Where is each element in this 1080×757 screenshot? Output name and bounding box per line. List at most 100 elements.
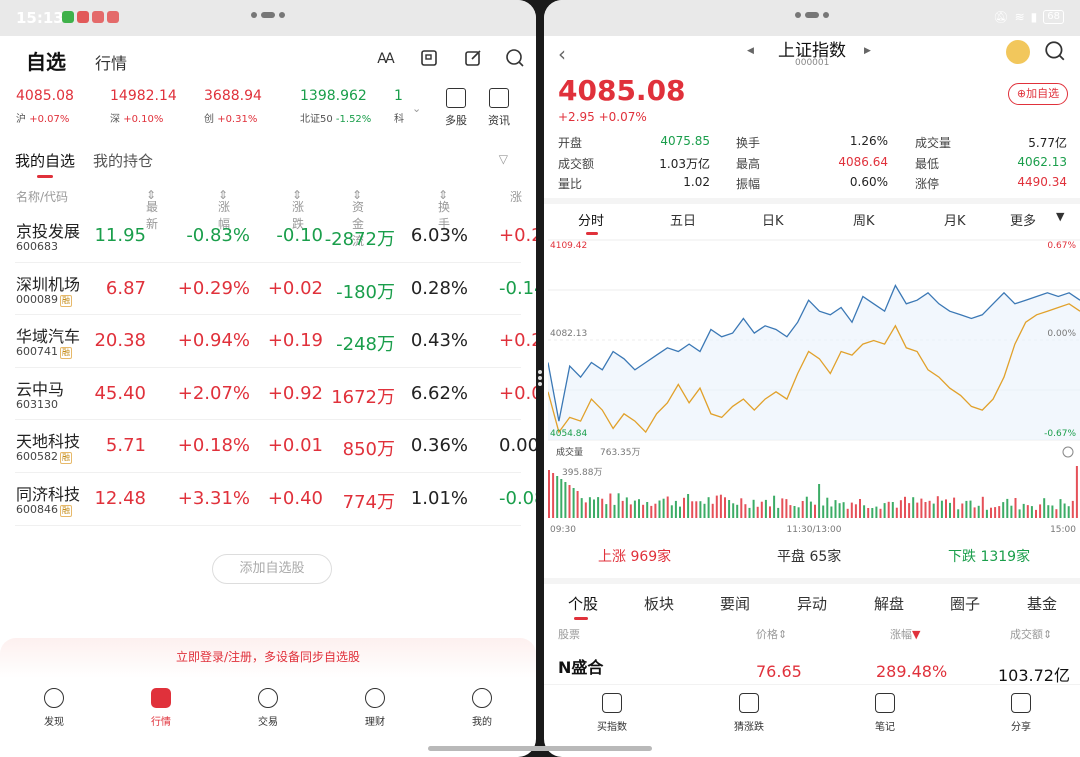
caret-down-icon[interactable]: ▼ (1056, 210, 1065, 223)
detail-tab[interactable]: 圈子 (950, 595, 981, 613)
margin-badge: 融 (60, 294, 72, 307)
news-button[interactable]: 资讯 (481, 88, 517, 128)
cell-chg: +0.02 (267, 277, 323, 299)
detail-bottom-nav: 买指数 猜涨跌 笔记 分享 (544, 684, 1080, 744)
index-sz[interactable]: 14982.14 深 +0.10% (110, 88, 177, 125)
tab-my-holdings[interactable]: 我的持仓 (93, 152, 154, 170)
search-icon[interactable] (1044, 40, 1066, 66)
volume-bar (814, 504, 816, 518)
list-col-pct[interactable]: 涨幅▼ (890, 628, 921, 641)
stock-name: 天地科技 (16, 432, 81, 452)
col-extra[interactable]: 涨 (510, 190, 523, 204)
volume-bar (809, 501, 812, 518)
gear-icon[interactable] (1062, 446, 1074, 458)
col-pct[interactable]: 涨幅 ⇕ (218, 188, 231, 231)
tab-market[interactable]: 行情 (95, 54, 128, 73)
list-col-stock[interactable]: 股票 (558, 628, 580, 641)
period-tab[interactable]: 月K (944, 214, 966, 229)
tab-my-watchlist[interactable]: 我的自选 (15, 152, 76, 178)
period-tab[interactable]: 周K (853, 214, 875, 229)
detail-tab[interactable]: 要闻 (720, 595, 751, 613)
list-stock-name[interactable]: N盛合 (558, 658, 604, 677)
index-code: 000001 (795, 58, 830, 68)
nav-notes[interactable]: 笔记 (855, 693, 915, 733)
next-index-icon[interactable]: ▶ (864, 46, 871, 56)
mascot-icon[interactable] (1006, 40, 1030, 64)
font-size-icon[interactable]: AA (377, 51, 395, 67)
nav-market[interactable]: 行情 (131, 688, 191, 728)
col-turn[interactable]: 换手 ⇕ (438, 188, 451, 231)
index-sh[interactable]: 4085.08 沪 +0.07% (16, 88, 74, 125)
volume-bar (838, 503, 841, 518)
chevron-down-icon[interactable]: ▽ (498, 152, 508, 166)
stock-code: 600683 (16, 240, 58, 253)
period-tab[interactable]: 更多 (1010, 214, 1037, 229)
volume-bar (1075, 466, 1078, 518)
list-col-amount[interactable]: 成交额⇕ (1010, 628, 1053, 641)
nav-trade[interactable]: 交易 (238, 688, 298, 728)
table-row[interactable]: 华域汽车 600741 融 20.38 +0.94% +0.19 -248万 0.43% +0.… (15, 315, 536, 368)
index-title: 上证指数 (778, 41, 846, 61)
volume-bar (683, 497, 685, 518)
cell-turn: 0.43% (410, 330, 468, 352)
col-turn-label: 换手 (438, 200, 451, 231)
nav-me[interactable]: 我的 (452, 688, 512, 728)
window-icon[interactable] (418, 48, 440, 70)
nav-share[interactable]: 分享 (991, 693, 1051, 733)
back-icon[interactable]: ‹ (558, 42, 566, 66)
tab-watchlist[interactable]: 自选 (26, 50, 66, 74)
index-bz50[interactable]: 1398.962 北证50 -1.52% (300, 88, 371, 125)
period-tab[interactable]: 分时 (578, 210, 604, 235)
nav-discover[interactable]: 发现 (24, 688, 84, 728)
stat-value: 4490.34 (1017, 175, 1067, 189)
search-icon[interactable] (504, 48, 526, 70)
detail-tab[interactable]: 个股 (568, 595, 599, 620)
add-stock-button[interactable]: 添加自选股 (212, 554, 332, 584)
nav-wealth[interactable]: 理财 (345, 688, 405, 728)
window-grip-icon[interactable] (795, 12, 829, 18)
volume-bar (1022, 503, 1025, 518)
volume-bar (658, 500, 661, 518)
nav-guess[interactable]: 猜涨跌 (719, 693, 779, 733)
index-cy[interactable]: 3688.94 创 +0.31% (204, 88, 262, 125)
table-row[interactable]: 京投发展 600683 11.95 -0.83% -0.10 -2872万 6.03% +0.… (15, 210, 536, 263)
margin-badge: 融 (60, 504, 72, 517)
col-name[interactable]: 名称/代码 (16, 190, 69, 204)
chevron-down-icon[interactable]: ⌄ (412, 102, 422, 115)
stock-code-text: 000089 (16, 292, 58, 306)
period-tab[interactable]: 五日 (670, 214, 697, 229)
detail-tab[interactable]: 异动 (797, 595, 828, 613)
nav-buy-index[interactable]: 买指数 (582, 693, 642, 733)
detail-tab[interactable]: 基金 (1027, 595, 1058, 613)
table-row[interactable]: 同济科技 600846 融 12.48 +3.31% +0.40 774万 1.01% -0.0… (15, 473, 536, 526)
volume-bar (1059, 499, 1062, 518)
col-chg[interactable]: 涨跌 ⇕ (292, 188, 305, 231)
period-tab[interactable]: 日K (762, 214, 784, 229)
status-bar: 15:13 (0, 0, 536, 36)
volume-bar (953, 497, 956, 518)
cell-price: 45.40 (94, 382, 146, 404)
prev-index-icon[interactable]: ◀ (747, 46, 754, 56)
col-flow[interactable]: 资金流 ⇕ (352, 188, 365, 248)
table-row[interactable]: 天地科技 600582 融 5.71 +0.18% +0.01 850万 0.36% 0.00 (15, 420, 536, 473)
table-row[interactable]: 深圳机场 000089 融 6.87 +0.29% +0.02 -180万 0.28% -0.1… (15, 263, 536, 316)
home-indicator[interactable] (428, 746, 652, 751)
split-handle-icon[interactable] (536, 366, 544, 390)
login-banner[interactable]: 立即登录/注册，多设备同步自选股 (0, 638, 536, 678)
volume-bar (887, 501, 890, 518)
col-price[interactable]: 最新 ⇕ (146, 188, 159, 231)
multi-stock-button[interactable]: 多股 (438, 88, 474, 128)
volume-bar (752, 499, 755, 518)
stock-name: 华域汽车 (16, 327, 81, 347)
stock-code-text: 603130 (16, 397, 58, 411)
detail-tab[interactable]: 板块 (644, 595, 675, 613)
detail-tab[interactable]: 解盘 (874, 595, 905, 613)
index-name: 科 (394, 114, 404, 125)
add-favorite-button[interactable]: ⊕加自选 (1008, 83, 1068, 105)
edit-icon[interactable] (462, 48, 484, 70)
list-col-price[interactable]: 价格⇕ (756, 628, 788, 641)
intraday-chart[interactable]: 4109.42 0.67% 4082.13 0.00% 4054.84 -0.6… (547, 236, 1080, 536)
window-grip-icon[interactable] (251, 12, 285, 18)
